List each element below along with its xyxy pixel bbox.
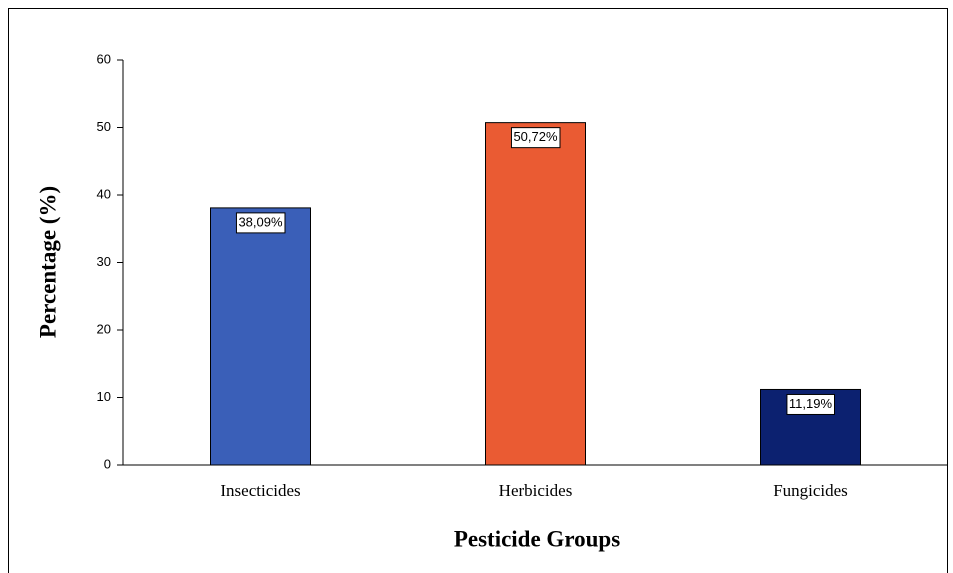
x-tick-label: Herbicides xyxy=(499,481,573,500)
y-tick-label: 0 xyxy=(104,456,111,471)
x-tick-label: Fungicides xyxy=(773,481,848,500)
x-tick-label: Insecticides xyxy=(220,481,300,500)
y-tick-label: 40 xyxy=(97,186,111,201)
y-tick-label: 30 xyxy=(97,254,111,269)
y-axis-title: Percentage (%) xyxy=(35,186,60,338)
y-tick-label: 50 xyxy=(97,119,111,134)
value-label: 11,19% xyxy=(789,396,833,411)
value-label: 50,72% xyxy=(513,129,558,144)
y-tick-label: 10 xyxy=(97,389,111,404)
bar xyxy=(210,207,311,466)
value-label-box xyxy=(510,127,561,149)
y-tick-label: 60 xyxy=(97,51,111,66)
x-axis-title: Pesticide Groups xyxy=(454,526,620,551)
value-label-box xyxy=(235,212,286,234)
y-tick-label: 20 xyxy=(97,321,111,336)
value-label: 38,09% xyxy=(238,214,283,229)
bar xyxy=(485,122,586,466)
value-label-box xyxy=(786,393,835,415)
chart-frame xyxy=(8,8,948,573)
